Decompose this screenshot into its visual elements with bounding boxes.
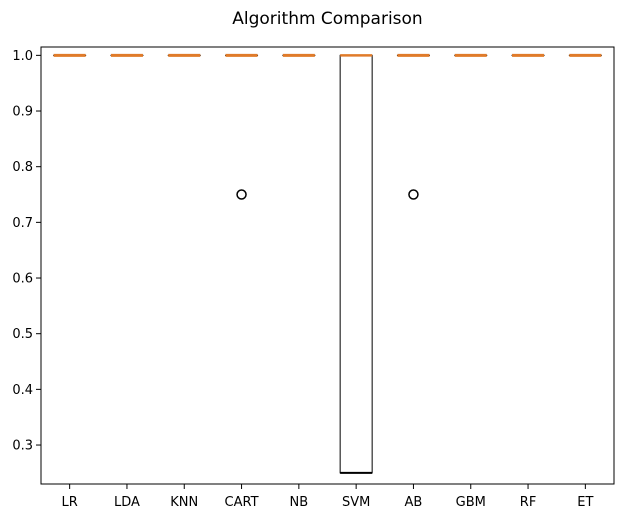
outlier-point: [236, 189, 247, 200]
y-axis: 0.3 0.4 0.5 0.6 0.7 0.8 0.9 1.0: [12, 49, 41, 454]
boxes-layer: [53, 53, 602, 474]
box-cart: [225, 53, 259, 200]
x-axis: LR LDA KNN CART NB SVM AB GBM RF ET: [62, 484, 593, 510]
chart-title: Algorithm Comparison: [232, 9, 422, 29]
y-tick-label: 0.8: [12, 160, 33, 175]
box-svm: [339, 54, 373, 474]
x-tick-label: CART: [225, 495, 259, 510]
y-tick-label: 0.3: [12, 439, 33, 454]
x-tick-label: RF: [520, 495, 537, 510]
x-tick-label: GBM: [456, 495, 486, 510]
y-tick-label: 0.6: [12, 272, 33, 287]
x-tick-label: SVM: [342, 495, 370, 510]
plot-area-frame: [40, 46, 615, 485]
x-tick-label: NB: [290, 495, 309, 510]
outlier-point: [408, 189, 419, 200]
y-tick-label: 1.0: [12, 49, 33, 64]
y-tick-label: 0.9: [12, 105, 33, 120]
box-body: [339, 54, 373, 474]
x-tick-label: LR: [62, 495, 78, 510]
y-tick-label: 0.7: [12, 216, 33, 231]
y-tick-label: 0.4: [12, 383, 33, 398]
x-tick-label: ET: [577, 495, 593, 510]
y-tick-label: 0.5: [12, 327, 33, 342]
x-tick-label: LDA: [114, 495, 140, 510]
x-tick-label: KNN: [170, 495, 198, 510]
x-tick-label: AB: [405, 495, 423, 510]
box-ab: [396, 53, 430, 200]
